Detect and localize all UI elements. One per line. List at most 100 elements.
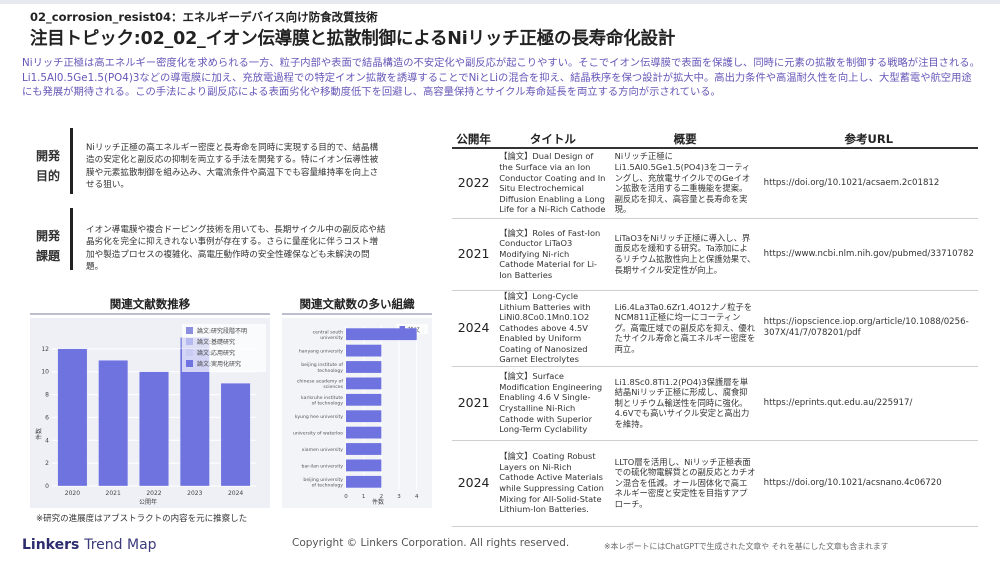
trend-x-tick-label: 2021 (106, 490, 121, 497)
table-row: 2024 【論文】Coating Robust Layers on Ni-Ric… (452, 440, 978, 527)
org-y-tick-label: kyung hee university (295, 414, 343, 420)
org-x-tick-label: 1 (362, 494, 366, 500)
issue-label-line2: 課題 (35, 249, 60, 263)
top-accent-bar (0, 0, 1000, 4)
table-row: 2021 【論文】Roles of Fast-Ion Conductor LiT… (452, 218, 978, 291)
row-url-link[interactable]: https://iopscience.iop.org/article/10.10… (759, 290, 978, 367)
trend-chart-heading: 関連文献数推移 (109, 297, 191, 311)
org-bar-4 (346, 393, 382, 406)
topic-summary: Niリッチ正極は高エネルギー密度化を求められる一方、粒子内部や表面で結晶構造の不… (22, 57, 980, 98)
col-header-url: 参考URL (759, 130, 978, 149)
legend-label-unknown: 論文:研究段階不明 (197, 327, 247, 335)
org-y-tick-label: sciences (323, 384, 343, 390)
row-title: 【論文】Dual Design of the Surface via an Io… (495, 148, 611, 219)
copyright-text: Copyright © Linkers Corporation. All rig… (292, 537, 570, 549)
purpose-label: 開発 目的 (28, 146, 68, 186)
table-row: 2024 【論文】Long-Cycle Lithium Batteries wi… (452, 290, 978, 367)
legend-label-practical: 論文:実用化研究 (197, 360, 241, 368)
row-title: 【論文】Roles of Fast-Ion Conductor LiTaO3 M… (495, 218, 611, 291)
org-y-tick-label: bar-ilan university (302, 463, 344, 469)
purpose-label-line1: 開発 (35, 149, 60, 163)
org-y-tick-label: xiamen university (302, 447, 343, 453)
trend-bar-2024-0 (220, 382, 251, 487)
legend-label-basic: 論文:基礎研究 (197, 338, 235, 346)
org-y-tick-label: university (320, 335, 343, 341)
org-bar-6 (346, 426, 382, 439)
logo-sub-text: Trend Map (84, 537, 157, 553)
row-year: 2021 (452, 218, 496, 291)
purpose-text: Niリッチ正極の高エネルギー密度と長寿命を同時に実現する目的で、結晶構造の安定化… (86, 143, 379, 190)
trend-x-tick-label: 2020 (65, 490, 80, 497)
trend-x-tick-label: 2024 (228, 490, 243, 497)
trend-x-tick-label: 2023 (187, 490, 202, 497)
org-y-tick-label: central south (313, 329, 343, 335)
row-url-link[interactable]: https://doi.org/10.1021/acsnano.4c06720 (759, 440, 978, 527)
issue-label: 開発 課題 (28, 226, 68, 266)
legend-swatch-basic (186, 338, 193, 345)
trend-bar-2022-0 (139, 371, 169, 487)
table-row: 2022 【論文】Dual Design of the Surface via … (452, 148, 978, 219)
org-bar-0 (346, 328, 417, 341)
table-row: 2021 【論文】Surface Modification Engineerin… (452, 366, 978, 441)
trend-y-axis-label: 件数 (35, 428, 43, 440)
row-summary: Li6.4La3Ta0.6Zr1.4O12ナノ粒子をNCM811正極に均一にコー… (610, 290, 760, 367)
linkers-logo: Linkers Trend Map (22, 537, 157, 553)
org-y-tick-label: hanyang university (299, 349, 343, 355)
org-y-tick-label: beijing university (303, 477, 343, 483)
trend-y-tick-label: 8 (45, 392, 49, 399)
org-chart-heading: 関連文献数の多い組織 (299, 297, 415, 311)
org-x-tick-label: 4 (415, 494, 419, 500)
org-heading-underline (282, 313, 432, 315)
trend-y-tick-label: 6 (45, 414, 49, 421)
row-year: 2024 (452, 290, 496, 367)
trend-chart-panel: 件数 公開年 0 2 4 6 8 10 12 2020 2021 2022 2023 2024 論文:… (30, 318, 270, 508)
col-header-summary: 概要 (610, 130, 760, 149)
org-bar-3 (346, 377, 382, 390)
references-table: 公開年 タイトル 概要 参考URL 2022 【論文】Dual Design o… (452, 130, 978, 527)
org-y-tick-label: university of waterloo (293, 431, 343, 437)
trend-bar-2021-0 (98, 360, 129, 487)
legend-swatch-applied (186, 349, 193, 356)
org-bar-1 (346, 344, 382, 357)
legend-swatch-unknown (186, 327, 193, 334)
issue-text: イオン導電膜や複合ドーピング技術を用いても、長期サイクル中の副反応や結晶劣化を完… (86, 225, 386, 272)
org-x-axis-label: 件数 (372, 498, 384, 506)
trend-legend: 論文:研究段階不明 論文:基礎研究 論文:応用研究 論文:実用化研究 (182, 324, 266, 372)
legend-label-applied: 論文:応用研究 (197, 349, 235, 357)
trend-bar-2020-0 (57, 348, 88, 487)
col-header-year: 公開年 (452, 130, 496, 149)
page-title: 注目トピック:02_02_イオン伝導膜と拡散制御によるNiリッチ正極の長寿命化設… (30, 29, 676, 49)
row-year: 2024 (452, 440, 496, 527)
trend-chart: 件数 公開年 0 2 4 6 8 10 12 2020 2021 2022 2023 2024 論文:… (35, 324, 266, 506)
row-summary: Li1.8Sc0.8Ti1.2(PO4)3保護層を単結晶Niリッチ正極に形成し、… (610, 366, 760, 441)
org-bar-9 (346, 475, 382, 488)
org-y-tick-label: of technology (312, 401, 344, 407)
row-title: 【論文】Long-Cycle Lithium Batteries with Li… (495, 290, 611, 367)
org-y-tick-label: beijing institute of (301, 362, 343, 368)
purpose-divider (70, 128, 73, 194)
trend-y-tick-label: 10 (41, 369, 49, 376)
row-year: 2022 (452, 148, 496, 219)
trend-y-tick-label: 2 (45, 460, 49, 467)
table-header-row: 公開年 タイトル 概要 参考URL (452, 130, 978, 149)
org-y-tick-label: chinese academy of (297, 379, 343, 385)
logo-main-text: Linkers (22, 537, 80, 553)
org-y-tick-label: karlsruhe institute (301, 395, 343, 401)
org-bar-7 (346, 443, 382, 455)
row-url-link[interactable]: https://www.ncbi.nlm.nih.gov/pubmed/3371… (759, 218, 978, 291)
org-bar-8 (346, 459, 382, 472)
trend-y-tick-label: 4 (45, 437, 49, 444)
org-x-tick-label: 3 (397, 494, 401, 500)
trend-x-tick-label: 2022 (146, 490, 161, 497)
org-bar-2 (346, 361, 382, 373)
issue-divider (70, 208, 73, 270)
row-url-link[interactable]: https://doi.org/10.1021/acsaem.2c01812 (759, 148, 978, 219)
legend-swatch-practical (186, 360, 193, 367)
row-title: 【論文】Surface Modification Engineering Ena… (495, 366, 611, 441)
research-stage-note: ※研究の進展度はアブストラクトの内容を元に推察した (36, 514, 248, 524)
trend-y-tick-label: 0 (45, 483, 49, 490)
row-summary: LiTaO3をNiリッチ正極に導入し、界面反応を緩和する研究。Ta添加によるリチ… (610, 218, 760, 291)
row-url-link[interactable]: https://eprints.qut.edu.au/225917/ (759, 366, 978, 441)
org-x-tick-label: 0 (344, 494, 348, 500)
